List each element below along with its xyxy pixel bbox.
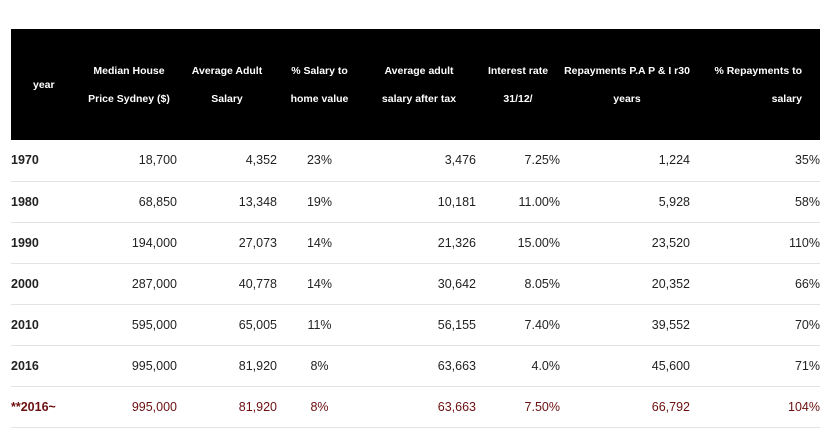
cell-repayments: 1,224 — [658, 153, 690, 168]
cell-interest: 7.50% — [524, 399, 560, 414]
cell-after-tax: 63,663 — [437, 399, 476, 414]
cell-after-tax: 21,326 — [437, 235, 476, 250]
table-row-projected: **2016~ 995,000 81,920 8% 63,663 7.50% 6… — [11, 386, 820, 427]
cell-house-price: 68,850 — [138, 194, 177, 209]
cell-year: 2000 — [11, 276, 39, 291]
cell-year: **2016~ — [11, 399, 56, 414]
cell-house-price: 18,700 — [138, 153, 177, 168]
cell-year: 1970 — [11, 153, 39, 168]
cell-salary-pct: 14% — [306, 276, 333, 291]
cell-salary: 27,073 — [238, 235, 277, 250]
cell-salary: 40,778 — [238, 276, 277, 291]
cell-salary-pct: 8% — [310, 399, 329, 414]
cell-interest: 15.00% — [517, 235, 560, 250]
cell-salary-pct: 19% — [306, 194, 333, 209]
table-row: 1980 68,850 13,348 19% 10,181 11.00% 5,9… — [11, 181, 820, 222]
cell-after-tax: 30,642 — [437, 276, 476, 291]
cell-repayments: 23,520 — [651, 235, 690, 250]
cell-salary: 81,920 — [238, 399, 277, 414]
header-salary-after-tax: Average adult salary after tax — [381, 64, 457, 105]
cell-repay-pct: 71% — [794, 358, 820, 373]
cell-repayments: 66,792 — [651, 399, 690, 414]
cell-repayments: 45,600 — [651, 358, 690, 373]
cell-repay-pct: 35% — [794, 153, 820, 168]
table-row: 1990 194,000 27,073 14% 21,326 15.00% 23… — [11, 222, 820, 263]
cell-after-tax: 63,663 — [437, 358, 476, 373]
cell-after-tax: 3,476 — [444, 153, 476, 168]
cell-interest: 7.40% — [524, 317, 560, 332]
cell-interest: 11.00% — [518, 194, 560, 209]
header-repayments-to-salary: % Repayments to salary — [714, 64, 802, 105]
table-header-row: year Median House Price Sydney ($) Avera… — [11, 29, 820, 140]
cell-salary: 13,348 — [238, 194, 277, 209]
table-row: 2000 287,000 40,778 14% 30,642 8.05% 20,… — [11, 263, 820, 304]
cell-year: 2016 — [11, 358, 39, 373]
cell-interest: 4.0% — [531, 358, 561, 373]
cell-house-price: 287,000 — [131, 276, 177, 291]
cell-repay-pct: 104% — [788, 399, 820, 414]
cell-house-price: 995,000 — [131, 358, 177, 373]
cell-house-price: 194,000 — [131, 235, 177, 250]
cell-year: 1990 — [11, 235, 39, 250]
cell-repay-pct: 110% — [788, 235, 820, 250]
cell-house-price: 995,000 — [131, 399, 177, 414]
cell-repay-pct: 58% — [794, 194, 820, 209]
cell-salary-pct: 23% — [306, 153, 333, 168]
header-interest-rate: Interest rate 31/12/ — [487, 64, 549, 105]
cell-after-tax: 10,181 — [437, 194, 476, 209]
header-salary-to-home-value: % Salary to home value — [290, 64, 349, 105]
cell-salary: 81,920 — [238, 358, 277, 373]
cell-salary: 4,352 — [245, 153, 277, 168]
housing-affordability-table: year Median House Price Sydney ($) Avera… — [11, 29, 820, 428]
cell-repayments: 5,928 — [658, 194, 690, 209]
cell-salary-pct: 14% — [306, 235, 333, 250]
cell-repayments: 20,352 — [651, 276, 690, 291]
cell-year: 2010 — [11, 317, 39, 332]
table-row: 2016 995,000 81,920 8% 63,663 4.0% 45,60… — [11, 345, 820, 386]
header-year: year — [33, 78, 55, 91]
cell-repay-pct: 66% — [794, 276, 820, 291]
cell-salary-pct: 11% — [307, 317, 332, 332]
header-median-house-price: Median House Price Sydney ($) — [88, 64, 170, 105]
cell-after-tax: 56,155 — [437, 317, 476, 332]
table-row: 2010 595,000 65,005 11% 56,155 7.40% 39,… — [11, 304, 820, 345]
cell-salary: 65,005 — [238, 317, 277, 332]
cell-salary-pct: 8% — [310, 358, 329, 373]
cell-interest: 8.05% — [524, 276, 560, 291]
cell-interest: 7.25% — [524, 153, 560, 168]
cell-repay-pct: 70% — [794, 317, 820, 332]
cell-year: 1980 — [11, 194, 39, 209]
header-average-adult-salary: Average Adult Salary — [191, 64, 263, 105]
cell-repayments: 39,552 — [651, 317, 690, 332]
header-repayments: Repayments P.A P & I r30 years — [564, 64, 690, 105]
cell-house-price: 595,000 — [131, 317, 177, 332]
data-table-container: year Median House Price Sydney ($) Avera… — [11, 29, 820, 428]
table-row: 1970 18,700 4,352 23% 3,476 7.25% 1,224 … — [11, 140, 820, 181]
